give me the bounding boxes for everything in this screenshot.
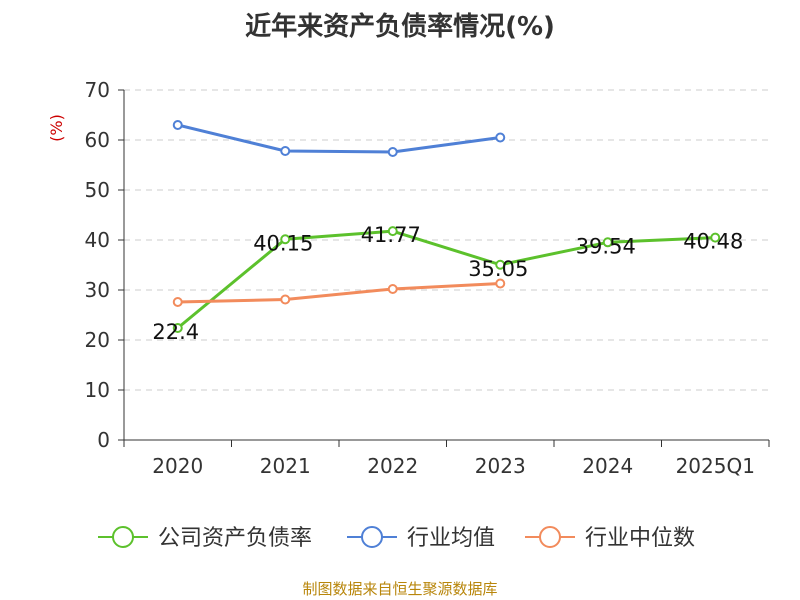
y-tick-labels: 0 10 20 30 40 50 60 70: [85, 78, 110, 452]
axes: [123, 90, 769, 441]
chart-title: 近年来资产负债率情况(%): [245, 12, 555, 42]
data-point: [602, 237, 613, 248]
legend-label: 行业中位数: [585, 526, 695, 551]
legend-label: 行业均值: [407, 526, 495, 551]
x-tick-label: 2024: [582, 454, 633, 478]
source-note: 制图数据来自恒生聚源数据库: [302, 580, 498, 598]
y-tick-label: 10: [85, 378, 110, 402]
y-tick-label: 30: [85, 278, 110, 302]
data-point: [710, 232, 721, 243]
legend-marker: [361, 526, 383, 548]
data-point: [172, 120, 183, 130]
data-point: [387, 147, 398, 157]
data-point: [172, 297, 183, 307]
grid-lines: [118, 89, 770, 447]
y-tick-label: 40: [85, 228, 110, 252]
legend: 公司资产负债率 行业均值 行业中位数: [98, 526, 695, 551]
data-label: 22.4: [152, 320, 199, 344]
data-point: [280, 146, 291, 156]
data-point: [387, 284, 398, 294]
data-label: 40.48: [683, 230, 743, 254]
legend-marker: [112, 526, 134, 548]
legend-label: 公司资产负债率: [158, 526, 312, 551]
x-tick-label: 2021: [260, 454, 311, 478]
data-label: 35.05: [468, 257, 528, 281]
series-line-3: [177, 282, 501, 304]
series-lines: [172, 120, 721, 333]
data-labels: 22.4 40.15 41.77 35.05 39.54 40.48: [152, 223, 743, 344]
data-point: [495, 259, 506, 270]
y-tick-label: 0: [97, 428, 110, 452]
x-tick-label: 2023: [475, 454, 526, 478]
data-point: [387, 226, 398, 237]
data-point: [495, 278, 506, 289]
x-tick-labels: 2020 2021 2022 2023 2024 2025Q1: [152, 454, 755, 478]
data-label: 40.15: [253, 231, 313, 255]
series-line-1: [176, 229, 716, 330]
y-axis-label: (%): [47, 114, 66, 142]
legend-marker: [539, 526, 561, 548]
x-tick-label: 2022: [367, 454, 418, 478]
data-label: 41.77: [361, 223, 421, 247]
x-tick-label: 2020: [152, 454, 203, 478]
data-label: 39.54: [576, 234, 636, 258]
data-point: [495, 132, 506, 143]
x-tick-label: 2025Q1: [676, 454, 755, 478]
series-line-2: [177, 123, 501, 154]
data-point: [280, 234, 291, 245]
y-tick-label: 20: [85, 328, 110, 352]
y-tick-label: 70: [85, 78, 110, 102]
y-tick-label: 50: [85, 178, 110, 202]
y-tick-label: 60: [85, 128, 110, 152]
data-point: [280, 294, 291, 305]
data-point: [172, 323, 183, 333]
